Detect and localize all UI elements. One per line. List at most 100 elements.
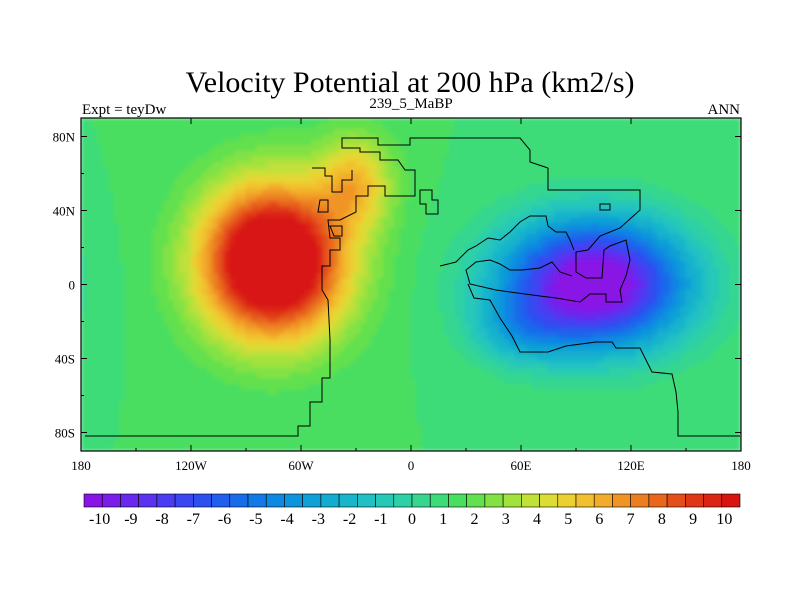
contour-cell: [460, 250, 467, 258]
contour-cell: [256, 250, 263, 258]
contour-cell: [339, 256, 346, 263]
contour-cell: [487, 322, 494, 330]
contour-cell: [498, 278, 505, 285]
contour-cell: [636, 123, 643, 130]
contour-cell: [520, 272, 527, 280]
contour-cell: [372, 261, 379, 269]
contour-cell: [108, 134, 115, 141]
contour-cell: [432, 267, 439, 274]
contour-cell: [81, 234, 87, 241]
contour-cell: [685, 118, 692, 125]
contour-cell: [405, 195, 412, 202]
contour-cell: [97, 200, 104, 208]
contour-cell: [735, 123, 741, 130]
contour-cell: [124, 295, 131, 302]
contour-cell: [603, 145, 610, 152]
contour-cell: [317, 311, 324, 319]
contour-cell: [471, 167, 478, 174]
contour-cell: [691, 311, 698, 319]
contour-cell: [482, 267, 489, 274]
contour-cell: [102, 118, 109, 125]
contour-cell: [438, 217, 445, 224]
contour-cell: [278, 317, 285, 324]
contour-cell: [658, 167, 665, 174]
contour-cell: [416, 328, 423, 335]
contour-cell: [460, 339, 467, 347]
contour-cell: [317, 156, 324, 163]
contour-cell: [630, 245, 637, 252]
contour-cell: [91, 217, 98, 224]
contour-cell: [416, 317, 423, 324]
contour-cell: [328, 239, 335, 247]
contour-cell: [245, 256, 252, 263]
contour-cell: [718, 300, 725, 308]
contour-cell: [273, 317, 280, 324]
contour-cell: [515, 295, 522, 302]
contour-cell: [388, 118, 395, 125]
contour-cell: [647, 300, 654, 308]
contour-cell: [432, 256, 439, 263]
contour-cell: [553, 134, 560, 141]
contour-cell: [735, 272, 741, 280]
contour-cell: [361, 234, 368, 241]
contour-cell: [383, 345, 390, 352]
contour-cell: [273, 245, 280, 252]
contour-cell: [647, 284, 654, 291]
contour-cell: [256, 228, 263, 236]
contour-cell: [86, 295, 93, 302]
contour-cell: [218, 118, 225, 125]
contour-cell: [141, 195, 148, 202]
contour-cell: [207, 311, 214, 319]
contour-cell: [124, 278, 131, 285]
contour-cell: [685, 178, 692, 186]
contour-cell: [201, 211, 208, 219]
contour-cell: [526, 222, 533, 230]
contour-cell: [394, 145, 401, 152]
contour-cell: [652, 261, 659, 269]
contour-cell: [669, 284, 676, 291]
contour-cell: [498, 200, 505, 208]
contour-cell: [636, 211, 643, 219]
contour-cell: [377, 139, 384, 147]
contour-cell: [350, 272, 357, 280]
contour-cell: [339, 339, 346, 347]
contour-cell: [372, 150, 379, 158]
contour-cell: [410, 206, 417, 213]
contour-cell: [581, 317, 588, 324]
contour-cell: [410, 239, 417, 247]
contour-cell: [146, 295, 153, 302]
contour-cell: [218, 123, 225, 130]
contour-cell: [333, 173, 340, 180]
contour-cell: [306, 322, 313, 330]
contour-cell: [427, 145, 434, 152]
contour-cell: [663, 118, 670, 125]
contour-cell: [196, 328, 203, 335]
contour-cell: [322, 189, 329, 197]
contour-cell: [168, 328, 175, 335]
contour-cell: [262, 328, 269, 335]
contour-cell: [218, 333, 225, 341]
contour-cell: [636, 311, 643, 319]
contour-cell: [251, 261, 258, 269]
contour-cell: [245, 300, 252, 308]
contour-cell: [218, 128, 225, 136]
contour-cell: [377, 261, 384, 269]
contour-cell: [119, 284, 126, 291]
contour-cell: [564, 128, 571, 136]
contour-cell: [476, 150, 483, 158]
contour-cell: [553, 317, 560, 324]
contour-cell: [713, 328, 720, 335]
contour-cell: [113, 328, 120, 335]
contour-cell: [108, 161, 115, 169]
contour-cell: [702, 311, 709, 319]
contour-cell: [102, 134, 109, 141]
contour-cell: [669, 167, 676, 174]
contour-cell: [548, 261, 555, 269]
contour-cell: [234, 239, 241, 247]
contour-cell: [81, 322, 87, 330]
contour-cell: [267, 228, 274, 236]
contour-cell: [223, 167, 230, 174]
contour-cell: [619, 123, 626, 130]
contour-cell: [141, 300, 148, 308]
contour-cell: [636, 317, 643, 324]
